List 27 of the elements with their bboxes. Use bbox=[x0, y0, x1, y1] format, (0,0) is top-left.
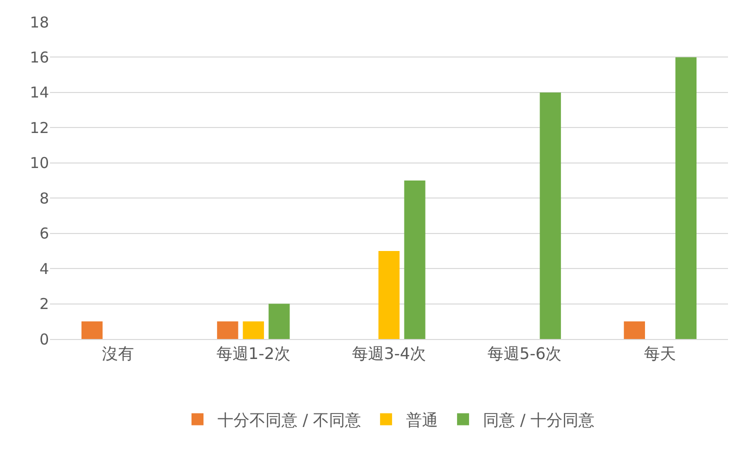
bar bbox=[624, 321, 645, 339]
bar bbox=[217, 321, 238, 339]
y-tick-label: 16 bbox=[30, 48, 49, 66]
y-tick-label: 4 bbox=[39, 260, 49, 278]
y-tick-label: 14 bbox=[30, 84, 49, 102]
bar bbox=[81, 321, 103, 339]
bar bbox=[242, 321, 264, 339]
bar bbox=[378, 250, 400, 339]
x-tick-label: 每週1-2次 bbox=[216, 344, 290, 364]
x-tick-label: 沒有 bbox=[102, 344, 134, 364]
x-tick-label: 每週3-4次 bbox=[352, 344, 426, 364]
legend-label: 十分不同意 / 不同意 bbox=[218, 410, 362, 430]
bar bbox=[540, 92, 561, 339]
legend-label: 同意 / 十分同意 bbox=[483, 410, 595, 430]
y-tick-label: 0 bbox=[39, 330, 49, 348]
y-tick-label: 12 bbox=[30, 118, 49, 137]
legend-label: 普通 bbox=[406, 410, 438, 430]
y-tick-label: 6 bbox=[39, 224, 49, 243]
y-tick-label: 18 bbox=[30, 13, 49, 32]
x-tick-label: 每天 bbox=[644, 344, 676, 364]
y-tick-label: 8 bbox=[39, 189, 49, 208]
x-tick-label: 每週5-6次 bbox=[488, 344, 562, 364]
bar bbox=[675, 57, 697, 339]
bar bbox=[268, 304, 290, 339]
y-tick-label: 10 bbox=[30, 154, 49, 172]
y-tick-label: 2 bbox=[39, 295, 49, 314]
bar bbox=[404, 180, 426, 339]
